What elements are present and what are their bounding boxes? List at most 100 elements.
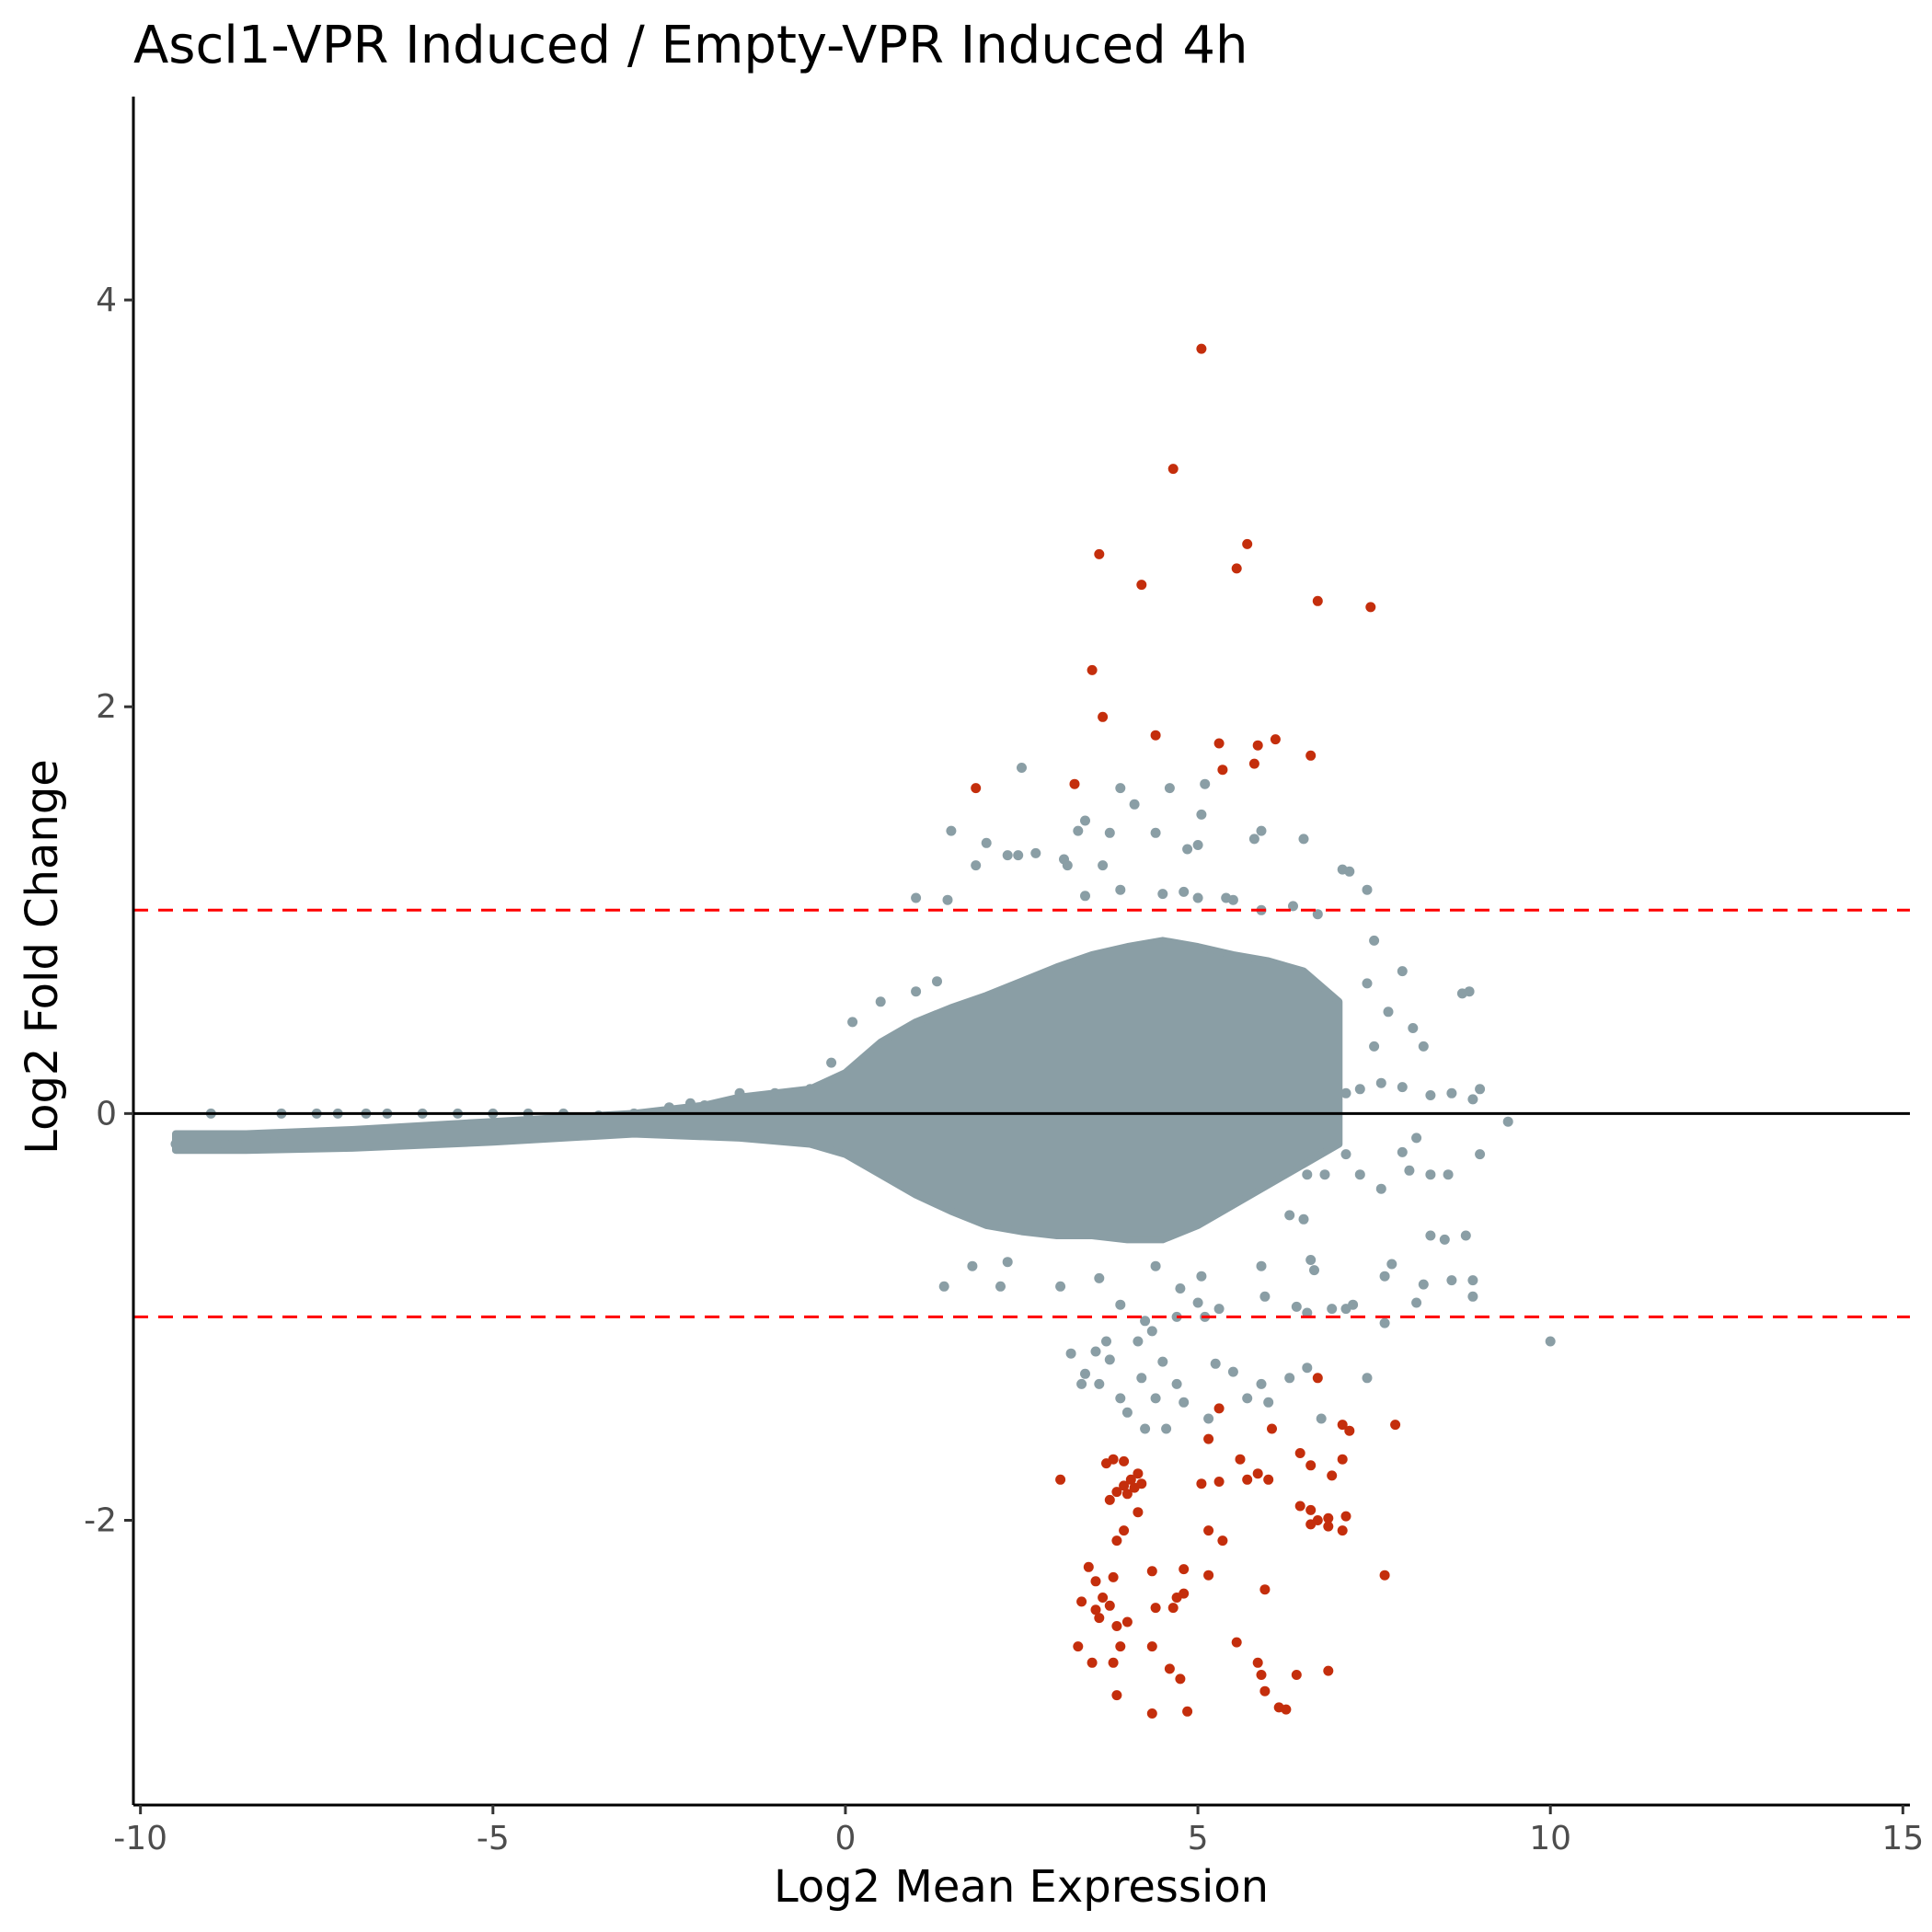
- significant-point: [1182, 1706, 1193, 1717]
- significant-point: [1104, 1600, 1115, 1611]
- dense-cloud-region: [172, 937, 1343, 1244]
- significant-point: [1259, 1584, 1271, 1595]
- gene-point: [1467, 1094, 1478, 1105]
- significant-point: [1203, 1525, 1214, 1536]
- significant-point: [1119, 1525, 1130, 1536]
- gene-point: [1203, 1413, 1214, 1424]
- significant-point: [1133, 1507, 1144, 1518]
- gene-point: [1418, 1279, 1429, 1290]
- significant-point: [1175, 1673, 1186, 1685]
- gene-point: [1354, 1169, 1365, 1180]
- gene-point: [1375, 1183, 1386, 1194]
- gene-point: [1182, 844, 1193, 855]
- gene-point: [1309, 1265, 1319, 1276]
- gene-point: [1340, 1149, 1351, 1160]
- gene-point: [1425, 1090, 1436, 1100]
- gene-point: [1164, 783, 1175, 794]
- gene-point: [1065, 1348, 1076, 1359]
- significant-point: [1294, 1448, 1305, 1458]
- significant-point: [1167, 1603, 1179, 1614]
- gene-point: [1192, 840, 1203, 850]
- gene-point: [1104, 1354, 1115, 1365]
- gene-point: [1256, 825, 1267, 836]
- significant-point: [1263, 1474, 1274, 1485]
- gene-point: [1502, 1116, 1513, 1127]
- gene-point: [1298, 1213, 1309, 1225]
- significant-point: [1083, 1561, 1094, 1572]
- gene-point: [1397, 1082, 1408, 1093]
- gene-point: [1115, 783, 1126, 794]
- significant-point: [1146, 1641, 1157, 1652]
- y-tick-label: 4: [96, 282, 117, 319]
- gene-point: [1115, 1299, 1126, 1310]
- significant-point: [1179, 1564, 1190, 1575]
- gene-point: [1425, 1230, 1436, 1241]
- gene-point: [971, 860, 982, 871]
- significant-point: [1305, 750, 1317, 761]
- significant-point: [1203, 1433, 1214, 1444]
- significant-point: [1252, 1657, 1263, 1668]
- gene-point: [241, 1136, 252, 1147]
- gene-point: [1146, 1326, 1157, 1337]
- gene-point: [1227, 1366, 1238, 1377]
- gene-point: [1545, 1336, 1556, 1347]
- gene-point: [1354, 1084, 1365, 1095]
- gene-point: [1256, 1378, 1267, 1389]
- gene-point: [1192, 892, 1203, 903]
- significant-point: [1104, 1494, 1115, 1505]
- significant-point: [1242, 1474, 1253, 1485]
- y-tick-label: -2: [84, 1502, 117, 1540]
- gene-point: [1242, 1393, 1253, 1404]
- significant-point: [1231, 563, 1242, 574]
- significant-point: [1146, 1566, 1157, 1577]
- gene-point: [269, 1136, 280, 1147]
- significant-point: [1323, 1512, 1334, 1524]
- significant-point: [1252, 1468, 1263, 1479]
- gene-point: [1460, 1230, 1471, 1241]
- significant-point: [1119, 1480, 1130, 1491]
- gene-point: [1098, 860, 1109, 871]
- gene-point: [1446, 1087, 1457, 1098]
- gene-point: [1140, 1316, 1151, 1327]
- gene-point: [1446, 1275, 1457, 1286]
- gene-point: [1464, 986, 1475, 997]
- gene-point: [946, 825, 957, 836]
- gene-point: [1248, 834, 1259, 845]
- gene-point: [1115, 884, 1126, 895]
- gene-point: [847, 1017, 858, 1028]
- gene-point: [1030, 847, 1041, 858]
- gene-point: [1340, 1087, 1351, 1098]
- x-tick-label: -10: [113, 1820, 167, 1857]
- x-axis-label: Log2 Mean Expression: [774, 1861, 1269, 1913]
- gene-point: [1375, 1077, 1386, 1088]
- significant-point: [1136, 580, 1147, 591]
- gene-point: [1150, 1260, 1161, 1271]
- gene-point: [1263, 1397, 1274, 1408]
- significant-point: [1231, 1637, 1242, 1648]
- gene-point: [1443, 1169, 1454, 1180]
- gene-point: [1080, 1368, 1090, 1379]
- significant-point: [1256, 1670, 1267, 1680]
- gene-point: [1090, 1346, 1101, 1357]
- significant-point: [1340, 1511, 1351, 1522]
- gene-point: [1150, 827, 1161, 838]
- gene-point: [1467, 1291, 1478, 1302]
- significant-point: [1235, 1454, 1246, 1465]
- significant-point: [1108, 1571, 1119, 1582]
- x-tick-label: 15: [1881, 1820, 1924, 1857]
- gene-point: [1175, 1283, 1186, 1294]
- significant-point: [1323, 1521, 1334, 1532]
- gene-point: [1425, 1169, 1436, 1180]
- gene-point: [1094, 1378, 1105, 1389]
- significant-point: [1090, 1604, 1101, 1616]
- gene-point: [1171, 1378, 1182, 1389]
- gene-point: [805, 1084, 816, 1095]
- significant-point: [1150, 1603, 1161, 1614]
- gene-point: [911, 986, 922, 997]
- gene-point: [911, 892, 922, 903]
- gene-point: [1369, 1041, 1380, 1052]
- significant-point: [1312, 1373, 1323, 1384]
- gene-point: [1121, 1407, 1133, 1418]
- significant-point: [1167, 464, 1179, 475]
- gene-point: [1256, 1260, 1267, 1271]
